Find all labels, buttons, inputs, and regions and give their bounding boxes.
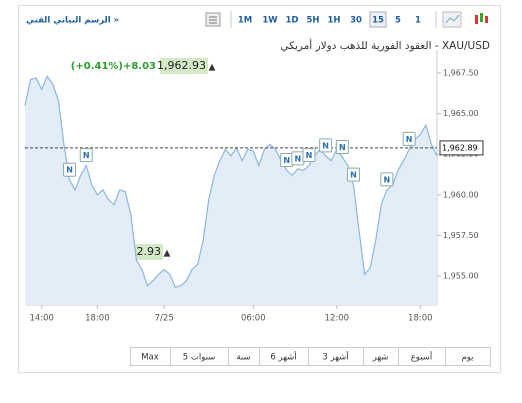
up-arrow: ▲ <box>164 249 171 259</box>
x-tick-label: 18:00 <box>408 314 433 324</box>
news-marker-label: N <box>306 151 313 160</box>
last-price-label: 1,962.89 <box>442 143 478 152</box>
news-marker-label: N <box>384 175 391 184</box>
range-label: شهر <box>372 353 389 363</box>
range-label: Max <box>141 353 159 363</box>
range-label: 6 أشهر <box>270 351 296 363</box>
news-marker[interactable] <box>302 148 316 163</box>
table-icon[interactable] <box>205 12 221 27</box>
x-tick-label: 06:00 <box>241 314 266 324</box>
y-tick-label: 1,965.00 <box>443 109 479 118</box>
line-chart-icon[interactable] <box>442 11 462 28</box>
range-label: يوم <box>461 353 474 363</box>
interval-button[interactable]: 1 <box>415 16 421 26</box>
technical-chart-link[interactable]: الرسم البياني الفني » <box>26 16 119 26</box>
news-marker-label: N <box>283 156 290 165</box>
news-marker-label: N <box>66 166 73 175</box>
selected-interval <box>369 11 387 28</box>
candle-icon[interactable] <box>475 13 488 24</box>
range-label: سنة <box>236 353 250 363</box>
news-marker-label: N <box>406 135 413 144</box>
area <box>25 76 437 305</box>
chart-title: XAU/USD - العقود الفورية للذهب دولار أمر… <box>280 38 490 52</box>
news-marker[interactable] <box>380 172 394 187</box>
range-label: 3 أشهر <box>322 351 348 363</box>
interval-button[interactable]: 1H <box>327 16 340 26</box>
news-marker[interactable] <box>402 131 416 146</box>
interval-button[interactable]: 1D <box>286 16 299 26</box>
interval-button[interactable]: 5H <box>306 16 319 26</box>
interval-button[interactable]: 5 <box>395 16 401 26</box>
interval-button[interactable]: 30 <box>350 16 362 26</box>
news-marker[interactable] <box>319 138 333 153</box>
news-marker-label: N <box>339 143 346 152</box>
news-marker-label: N <box>350 171 357 180</box>
change-pct: (+0.41%) <box>71 61 123 72</box>
up-arrow: ▲ <box>209 63 216 73</box>
y-tick-label: 1,957.50 <box>443 231 479 240</box>
last-price-box <box>439 140 484 156</box>
range-button[interactable] <box>130 347 171 366</box>
x-tick-label: 18:00 <box>85 314 110 324</box>
news-marker-label: N <box>83 151 90 160</box>
news-marker[interactable] <box>79 148 93 163</box>
news-marker-label: N <box>294 154 301 163</box>
x-tick-label: 14:00 <box>29 314 54 324</box>
x-tick-label: 12:00 <box>325 314 350 324</box>
price: 1,962.93 <box>157 59 206 72</box>
interval-button[interactable]: 1W <box>262 16 278 26</box>
quote-label: ▲1,962.93+8.03(+0.41%) <box>71 58 216 74</box>
interval-button[interactable]: 15 <box>372 16 384 26</box>
price-box <box>160 58 208 74</box>
interval-button[interactable]: 1M <box>238 16 252 26</box>
y-tick-label: 1,960.00 <box>443 190 479 199</box>
x-tick-label: 7/25 <box>155 314 174 324</box>
news-marker[interactable] <box>335 139 349 154</box>
y-tick-label: 1,955.00 <box>443 271 479 280</box>
news-marker[interactable] <box>63 162 77 177</box>
news-marker[interactable] <box>346 167 360 182</box>
range-label: 5 سنوات <box>183 353 216 363</box>
line <box>24 75 438 289</box>
y-tick-label: 1,967.50 <box>443 69 479 78</box>
range-label: أسبوع <box>411 351 433 363</box>
news-marker-label: N <box>322 141 329 150</box>
change: +8.03 <box>123 61 156 72</box>
